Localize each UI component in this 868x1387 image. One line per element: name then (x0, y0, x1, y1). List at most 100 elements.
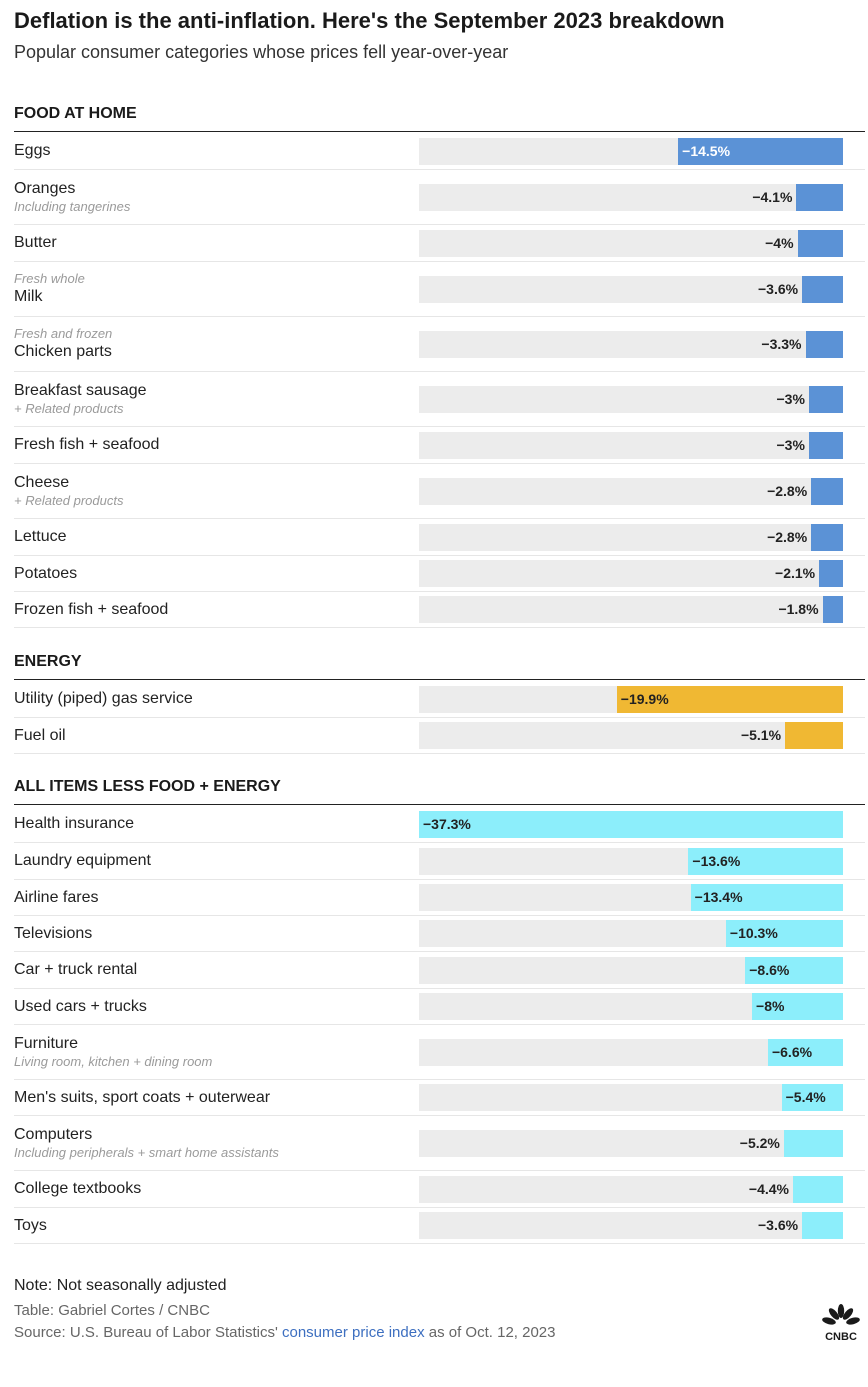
row-label: Laundry equipment (14, 843, 414, 879)
table-row: Fresh whole Milk −3.6% (14, 262, 865, 317)
bar-track: −8% (419, 993, 843, 1020)
cnbc-logo-text: CNBC (825, 1331, 857, 1343)
data-bar (752, 993, 843, 1020)
row-label: Toys (14, 1208, 414, 1243)
row-label-text: Laundry equipment (14, 852, 151, 869)
source-prefix: Source: U.S. Bureau of Labor Statistics' (14, 1324, 282, 1341)
data-bar (616, 686, 843, 713)
row-label: Eggs (14, 133, 414, 169)
bar-track: −1.8% (419, 596, 843, 623)
data-bar (745, 957, 843, 984)
bar-track: −8.6% (419, 957, 843, 984)
bar-track: −4.4% (419, 1176, 843, 1203)
data-label: −2.8% (767, 483, 808, 499)
row-label: Men's suits, sport coats + outerwear (14, 1080, 414, 1115)
data-label: −4.4% (748, 1181, 789, 1197)
data-label: −37.3% (423, 816, 471, 832)
data-label: −3.6% (757, 281, 799, 297)
data-label: −2.8% (767, 529, 808, 545)
section-header: ENERGY (14, 651, 865, 680)
data-label: −5.2% (739, 1135, 780, 1151)
row-note-below: Living room, kitchen + dining room (14, 1054, 213, 1069)
row-note-below: Including peripherals + smart home assis… (14, 1145, 279, 1160)
bar-track: −3% (419, 432, 843, 459)
data-bar (819, 560, 843, 587)
row-note-below: + Related products (14, 401, 124, 416)
row-label-text: Lettuce (14, 528, 67, 545)
row-label-text: College textbooks (14, 1180, 142, 1197)
row-label-text: Furniture (14, 1035, 79, 1052)
table-row: Used cars + trucks −8% (14, 989, 865, 1025)
bar-track: −2.8% (419, 524, 843, 551)
row-label: Health insurance (14, 806, 414, 842)
data-bar (802, 1212, 843, 1239)
table-row: Laundry equipment −13.6% (14, 843, 865, 880)
table-row: Computers Including peripherals + smart h… (14, 1116, 865, 1171)
data-bar (796, 184, 843, 211)
bar-track: −4.1% (419, 184, 843, 211)
data-bar (678, 138, 843, 165)
data-label: −19.9% (620, 691, 669, 707)
row-label-text: Fuel oil (14, 726, 66, 744)
row-label-text: Men's suits, sport coats + outerwear (14, 1088, 271, 1106)
table-row: Breakfast sausage + Related products −3% (14, 372, 865, 427)
row-label: Oranges Including tangerines (14, 170, 414, 224)
footer-credit: Table: Gabriel Cortes / CNBC (14, 1302, 210, 1319)
data-bar (802, 276, 843, 303)
chart-subtitle: Popular consumer categories whose prices… (14, 42, 509, 62)
table-row: Health insurance −37.3% (14, 806, 865, 843)
row-label-text: Cheese (14, 474, 70, 491)
bar-track: −13.6% (419, 848, 843, 875)
data-bar (811, 524, 843, 551)
row-label-text: Airline fares (14, 888, 99, 906)
row-note-above: Fresh and frozen (14, 326, 113, 341)
section-header: ALL ITEMS LESS FOOD + ENERGY (14, 776, 865, 805)
data-label: −5.4% (785, 1089, 826, 1105)
bar-track: −3.3% (419, 331, 843, 358)
source-link[interactable]: consumer price index (282, 1324, 425, 1341)
row-note-above: Fresh whole (14, 271, 85, 286)
data-bar (811, 478, 843, 505)
bar-track: −3.6% (419, 1212, 843, 1239)
bar-track: −5.2% (419, 1130, 843, 1157)
bar-track: −14.5% (419, 138, 843, 165)
data-bar (419, 811, 843, 838)
row-label: Utility (piped) gas service (14, 681, 414, 717)
bar-track: −2.1% (419, 560, 843, 587)
section-title: ALL ITEMS LESS FOOD + ENERGY (14, 778, 281, 795)
data-label: −13.4% (694, 889, 743, 905)
table-row: Potatoes −2.1% (14, 556, 865, 592)
row-label-text: Frozen fish + seafood (14, 600, 169, 618)
table-row: Car + truck rental −8.6% (14, 952, 865, 989)
row-label-text: Health insurance (14, 815, 135, 832)
table-row: Lettuce −2.8% (14, 519, 865, 556)
row-label-text: Utility (piped) gas service (14, 690, 193, 707)
data-bar (808, 386, 843, 413)
data-bar (781, 1084, 843, 1111)
data-label: −8% (756, 998, 785, 1014)
row-note-below: Including tangerines (14, 199, 131, 214)
row-label: Fresh fish + seafood (14, 427, 414, 463)
row-label-text: Used cars + trucks (14, 997, 147, 1015)
data-label: −3% (776, 437, 805, 453)
bar-track: −2.8% (419, 478, 843, 505)
chart-title: Deflation is the anti-inflation. Here's … (14, 8, 725, 33)
data-bar (767, 1039, 843, 1066)
row-label: Computers Including peripherals + smart h… (14, 1116, 414, 1170)
bar-track: −3% (419, 386, 843, 413)
row-label-text: Butter (14, 234, 57, 251)
table-row: Furniture Living room, kitchen + dining r… (14, 1025, 865, 1080)
row-label: Lettuce (14, 519, 414, 555)
bar-track: −6.6% (419, 1039, 843, 1066)
data-label: −8.6% (749, 962, 790, 978)
data-bar (808, 432, 843, 459)
row-label-text: Oranges (14, 180, 76, 197)
data-label: −2.1% (775, 565, 816, 581)
data-label: −1.8% (778, 601, 819, 617)
bar-track: −37.3% (419, 811, 843, 838)
row-label-text: Milk (14, 288, 43, 305)
data-label: −4.1% (752, 189, 793, 205)
data-bar (725, 920, 843, 947)
bar-track: −19.9% (419, 686, 843, 713)
section-header: FOOD AT HOME (14, 103, 865, 132)
